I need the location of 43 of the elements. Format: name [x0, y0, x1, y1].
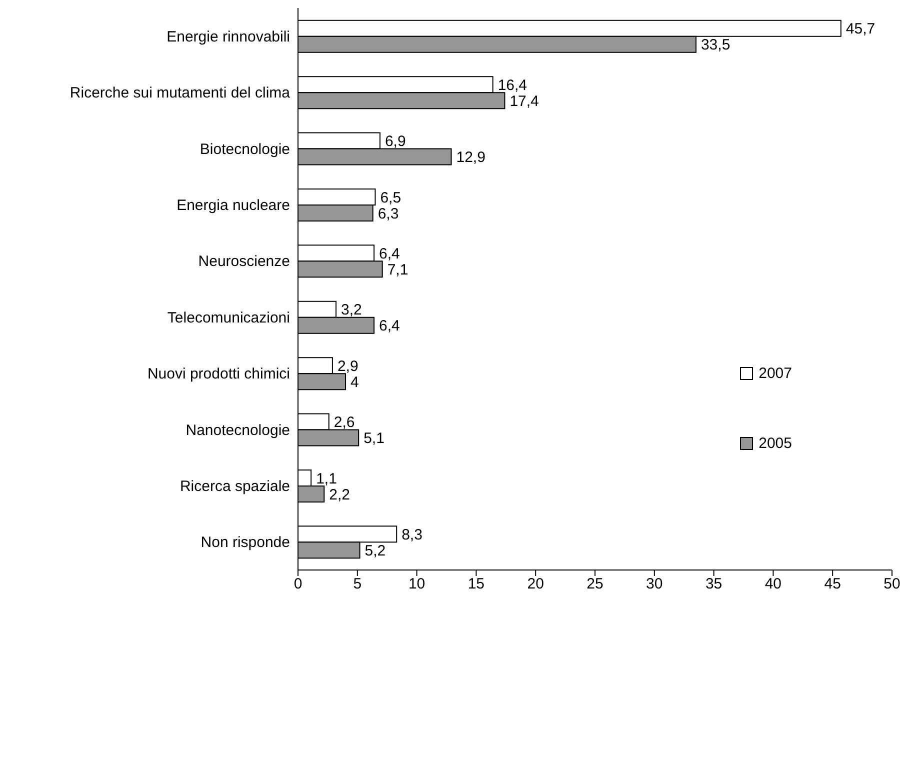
y-tick-label: Energie rinnovabili [166, 28, 290, 46]
data-label: 5,1 [364, 430, 384, 448]
y-tick-label: Neuroscienze [198, 253, 290, 270]
data-label: 2,9 [337, 358, 358, 375]
data-label: 16,4 [498, 76, 528, 94]
data-label: 45,7 [846, 20, 876, 38]
data-label: 2,2 [329, 486, 350, 504]
y-tick-label: Nuovi prodotti chimici [147, 366, 290, 383]
data-label: 6,4 [379, 245, 400, 262]
y-tick-label: Nanotecnologie [186, 422, 290, 439]
x-tick-label: 0 [294, 576, 302, 593]
x-tick-label: 40 [764, 576, 782, 593]
y-tick-label: Ricerca spaziale [180, 478, 290, 496]
legend-label: 2007 [758, 364, 792, 382]
data-label: 5,2 [364, 542, 386, 560]
x-tick-label: 25 [586, 576, 604, 593]
data-label: 6,4 [379, 318, 400, 335]
y-tick-label: Ricerche sui mutamenti del clima [70, 84, 291, 102]
data-label: 1,1 [316, 470, 337, 488]
data-label: 6,5 [380, 189, 402, 206]
x-tick-label: 5 [353, 576, 362, 593]
x-tick-label: 20 [527, 576, 544, 593]
data-label: 2,6 [334, 414, 355, 432]
x-tick-label: 35 [705, 576, 722, 593]
x-tick-label: 45 [824, 576, 841, 593]
data-label: 17,4 [510, 92, 539, 110]
data-label: 33,5 [700, 36, 730, 54]
data-label: 8,3 [402, 526, 422, 544]
data-label: 7,1 [387, 261, 408, 278]
data-label: 6,3 [378, 205, 399, 222]
y-tick-label: Non risponde [200, 534, 290, 552]
x-tick-label: 50 [884, 576, 900, 593]
x-tick-label: 30 [646, 576, 663, 593]
y-tick-label: Biotecnologie [200, 140, 290, 158]
data-label: 12,9 [456, 149, 486, 166]
data-label: 3,2 [341, 302, 362, 319]
data-label: 4 [350, 374, 359, 391]
legend-label: 2005 [758, 434, 792, 452]
x-tick-label: 15 [468, 576, 485, 593]
y-tick-label: Energia nucleare [176, 197, 290, 214]
y-tick-label: Telecomunicazioni [167, 309, 290, 326]
x-tick-label: 10 [408, 576, 426, 593]
data-label: 6,9 [384, 133, 406, 150]
